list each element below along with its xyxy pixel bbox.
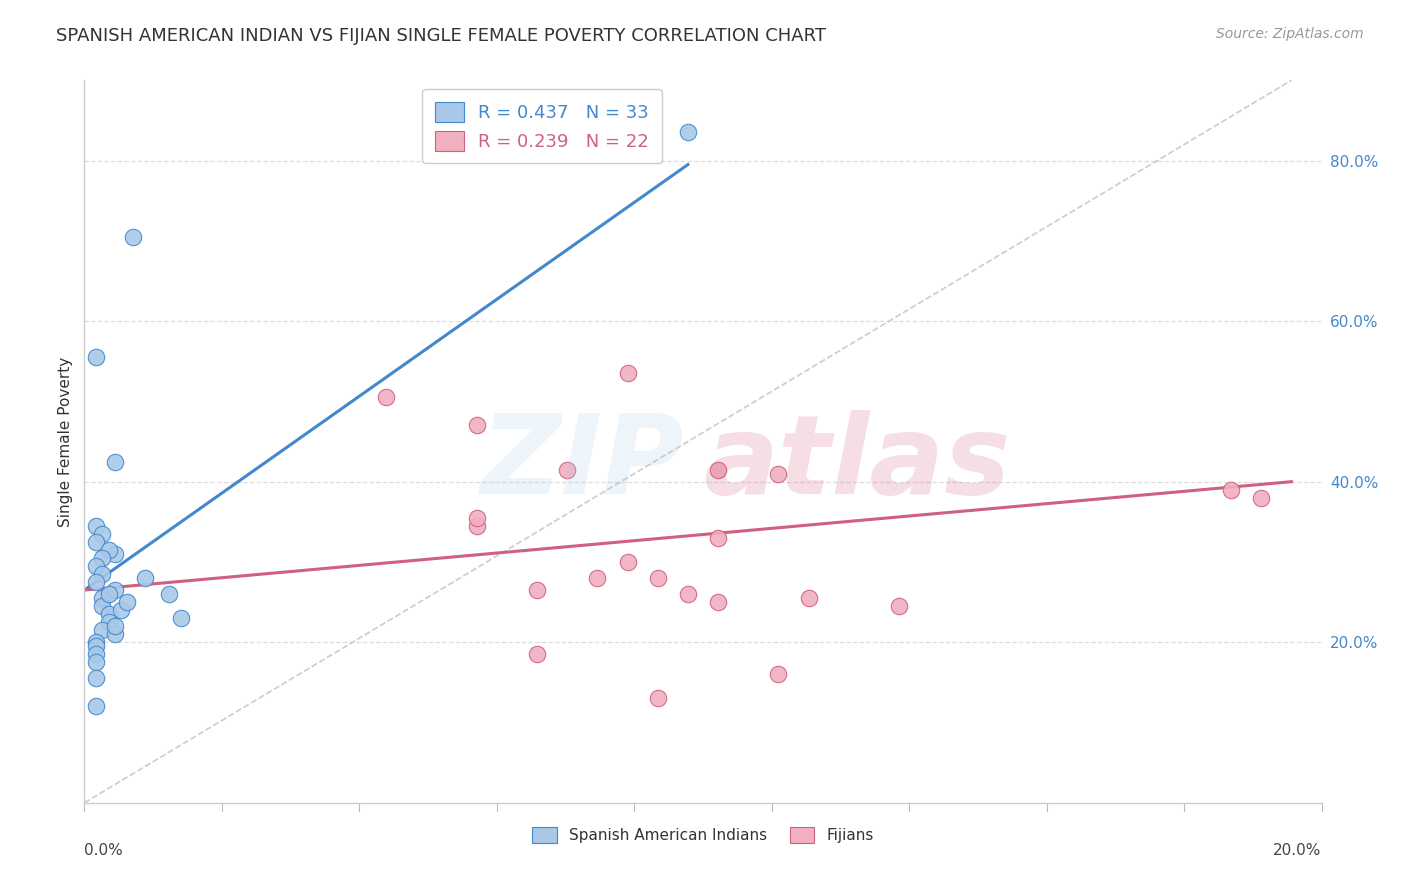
Point <box>797 591 820 605</box>
Point <box>86 534 108 549</box>
Point <box>768 467 790 481</box>
Point <box>526 583 548 598</box>
Text: 20.0%: 20.0% <box>1274 843 1322 857</box>
Point <box>97 615 120 630</box>
Point <box>91 567 114 582</box>
Point <box>707 531 730 545</box>
Point <box>465 510 488 524</box>
Point <box>86 699 108 714</box>
Y-axis label: Single Female Poverty: Single Female Poverty <box>58 357 73 526</box>
Point <box>889 599 911 614</box>
Point <box>465 518 488 533</box>
Point <box>86 574 108 589</box>
Point <box>1250 491 1272 505</box>
Point <box>97 607 120 621</box>
Legend: Spanish American Indians, Fijians: Spanish American Indians, Fijians <box>526 821 880 849</box>
Point <box>526 648 548 662</box>
Point <box>1220 483 1243 497</box>
Point <box>115 595 138 609</box>
Point <box>91 599 114 614</box>
Point <box>86 655 108 669</box>
Point <box>707 462 730 476</box>
Point <box>676 125 699 139</box>
Point <box>86 558 108 574</box>
Text: atlas: atlas <box>703 409 1011 516</box>
Point <box>555 462 578 476</box>
Point <box>103 454 125 469</box>
Text: SPANISH AMERICAN INDIAN VS FIJIAN SINGLE FEMALE POVERTY CORRELATION CHART: SPANISH AMERICAN INDIAN VS FIJIAN SINGLE… <box>56 27 827 45</box>
Point <box>110 603 132 617</box>
Point <box>647 691 669 706</box>
Point <box>86 671 108 685</box>
Point <box>134 571 156 585</box>
Point <box>768 667 790 681</box>
Point <box>86 518 108 533</box>
Point <box>91 526 114 541</box>
Point <box>91 623 114 637</box>
Point <box>157 587 180 601</box>
Point <box>103 583 125 598</box>
Point <box>465 418 488 433</box>
Text: ZIP: ZIP <box>481 409 685 516</box>
Point <box>97 542 120 557</box>
Point <box>103 547 125 561</box>
Text: 0.0%: 0.0% <box>84 843 124 857</box>
Point <box>616 555 638 569</box>
Point <box>616 366 638 380</box>
Point <box>170 611 193 625</box>
Point <box>121 230 143 244</box>
Point <box>707 595 730 609</box>
Point <box>91 550 114 566</box>
Point <box>86 635 108 649</box>
Point <box>103 627 125 641</box>
Text: Source: ZipAtlas.com: Source: ZipAtlas.com <box>1216 27 1364 41</box>
Point <box>586 571 609 585</box>
Point <box>103 619 125 633</box>
Point <box>86 648 108 662</box>
Point <box>97 587 120 601</box>
Point <box>375 390 398 404</box>
Point <box>86 350 108 364</box>
Point <box>91 591 114 605</box>
Point <box>676 587 699 601</box>
Point <box>647 571 669 585</box>
Point <box>86 639 108 653</box>
